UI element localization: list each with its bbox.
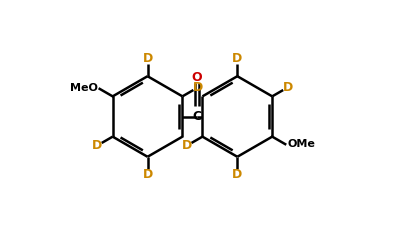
Text: O: O [192, 71, 203, 84]
Text: D: D [232, 168, 243, 181]
Text: D: D [142, 168, 153, 181]
Text: D: D [182, 139, 192, 152]
Text: MeO: MeO [69, 83, 97, 93]
Text: D: D [282, 81, 293, 94]
Text: D: D [232, 52, 243, 65]
Text: C: C [192, 110, 202, 123]
Text: D: D [192, 81, 203, 94]
Text: D: D [92, 139, 102, 152]
Text: OMe: OMe [288, 139, 315, 149]
Text: D: D [142, 52, 153, 65]
